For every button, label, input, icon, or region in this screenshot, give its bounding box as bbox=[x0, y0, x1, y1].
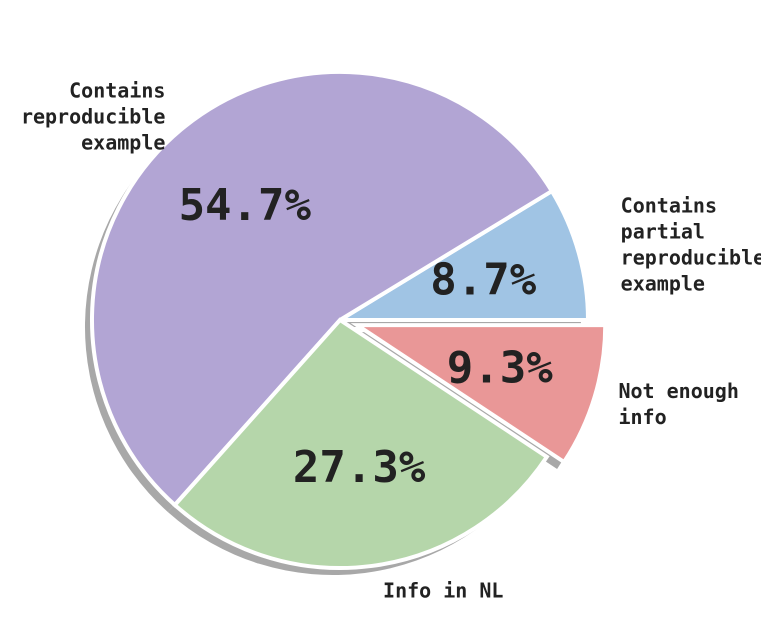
slice-label-not-enough-info: Not enough info bbox=[618, 379, 738, 429]
pct-label-contains-reproducible-example: 54.7% bbox=[179, 180, 312, 231]
slice-labels: Contains partial reproducible exampleContai… bbox=[21, 78, 761, 602]
slice-label-line: reproducible bbox=[21, 104, 166, 128]
slice-label-line: Contains bbox=[621, 193, 717, 217]
slice-label-line: info bbox=[618, 405, 666, 429]
slice-label-contains-partial-reproducible-example: Contains partial reproducible example bbox=[621, 193, 761, 295]
slice-label-contains-reproducible-example: Contains reproducible example bbox=[21, 78, 166, 154]
pct-label-contains-partial-reproducible-example: 8.7% bbox=[430, 254, 536, 305]
pie-slice-info-in-nl bbox=[172, 317, 550, 570]
slice-label-line: example bbox=[81, 130, 165, 154]
pie-slice-not-enough-info bbox=[350, 323, 608, 465]
slice-label-info-in-nl: Info in NL bbox=[383, 579, 503, 603]
slice-label-line: Contains bbox=[69, 78, 165, 102]
slice-label-line: Not enough bbox=[618, 379, 738, 403]
pct-label-info-in-nl: 27.3% bbox=[293, 442, 426, 493]
slice-layer bbox=[89, 70, 608, 570]
pie-slice-contains-partial-reproducible-example bbox=[332, 188, 591, 322]
slice-label-line: example bbox=[621, 271, 705, 295]
pct-label-not-enough-info: 9.3% bbox=[447, 343, 553, 394]
slice-label-line: reproducible bbox=[621, 245, 761, 269]
pie-slice-contains-reproducible-example bbox=[89, 70, 555, 508]
slice-label-line: partial bbox=[621, 219, 705, 243]
slice-label-line: Info in NL bbox=[383, 579, 503, 603]
percentage-labels: 8.7% 54.7% 27.3% 9.3% bbox=[179, 180, 554, 493]
